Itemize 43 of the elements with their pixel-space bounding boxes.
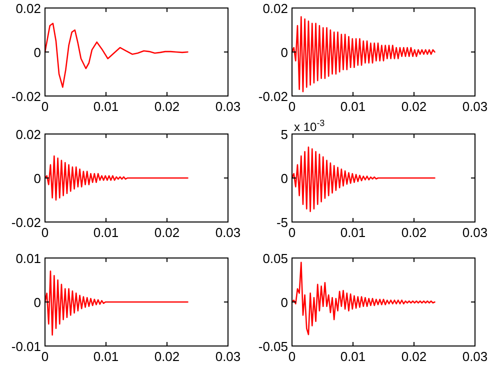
y-tick-label: -0.02	[11, 215, 41, 230]
y-tick-label: 0	[34, 171, 41, 186]
y-tick-label: 0.05	[262, 251, 288, 266]
x-tick-label: 0.02	[401, 349, 427, 364]
x-tick-label: 0.02	[154, 99, 180, 114]
y-tick-label: 0	[34, 295, 41, 310]
y-tick-label: 0.02	[262, 1, 288, 16]
line-series	[44, 270, 188, 336]
x-tick-label: 0.03	[215, 225, 241, 240]
x-tick-label: 0.01	[93, 99, 119, 114]
annotation: x 10$^{-3}$	[294, 118, 325, 134]
y-tick-label: -0.05	[258, 339, 288, 354]
y-tick-label: 0.01	[16, 251, 41, 266]
y-tick-label: 0	[280, 45, 288, 60]
x-tick-label: 0.01	[340, 225, 366, 240]
y-tick-label: -0.02	[11, 89, 41, 104]
x-tick-label: 0.01	[93, 225, 119, 240]
x-tick-label: 0.01	[93, 349, 119, 364]
y-tick-label: -0.01	[11, 339, 41, 354]
x-tick-label: 0.02	[401, 99, 427, 114]
x-tick-label: 0.01	[340, 349, 366, 364]
y-tick-label: 5	[280, 127, 288, 142]
x-tick-label: 0.02	[401, 225, 427, 240]
y-tick-label: 0	[280, 295, 288, 310]
y-tick-label: 0.02	[16, 1, 41, 16]
x-tick-label: 0.02	[154, 225, 180, 240]
y-tick-label: -0.02	[258, 89, 288, 104]
x-tick-label: 0.02	[154, 349, 180, 364]
y-tick-label: 0.02	[16, 127, 41, 142]
x-tick-label: 0.03	[462, 99, 488, 114]
x-tick-label: 0.03	[462, 225, 488, 240]
line-series	[291, 16, 436, 92]
line-series	[291, 146, 436, 212]
x-tick-label: 0.03	[462, 349, 488, 364]
y-tick-label: 0	[280, 171, 288, 186]
x-tick-label: 0.03	[215, 349, 241, 364]
line-series	[44, 22, 188, 88]
y-tick-label: -5	[276, 215, 288, 230]
x-tick-label: 0.01	[340, 99, 366, 114]
line-series	[291, 262, 436, 336]
y-tick-label: 0	[34, 45, 41, 60]
x-tick-label: 0.03	[215, 99, 241, 114]
line-series	[44, 155, 188, 201]
